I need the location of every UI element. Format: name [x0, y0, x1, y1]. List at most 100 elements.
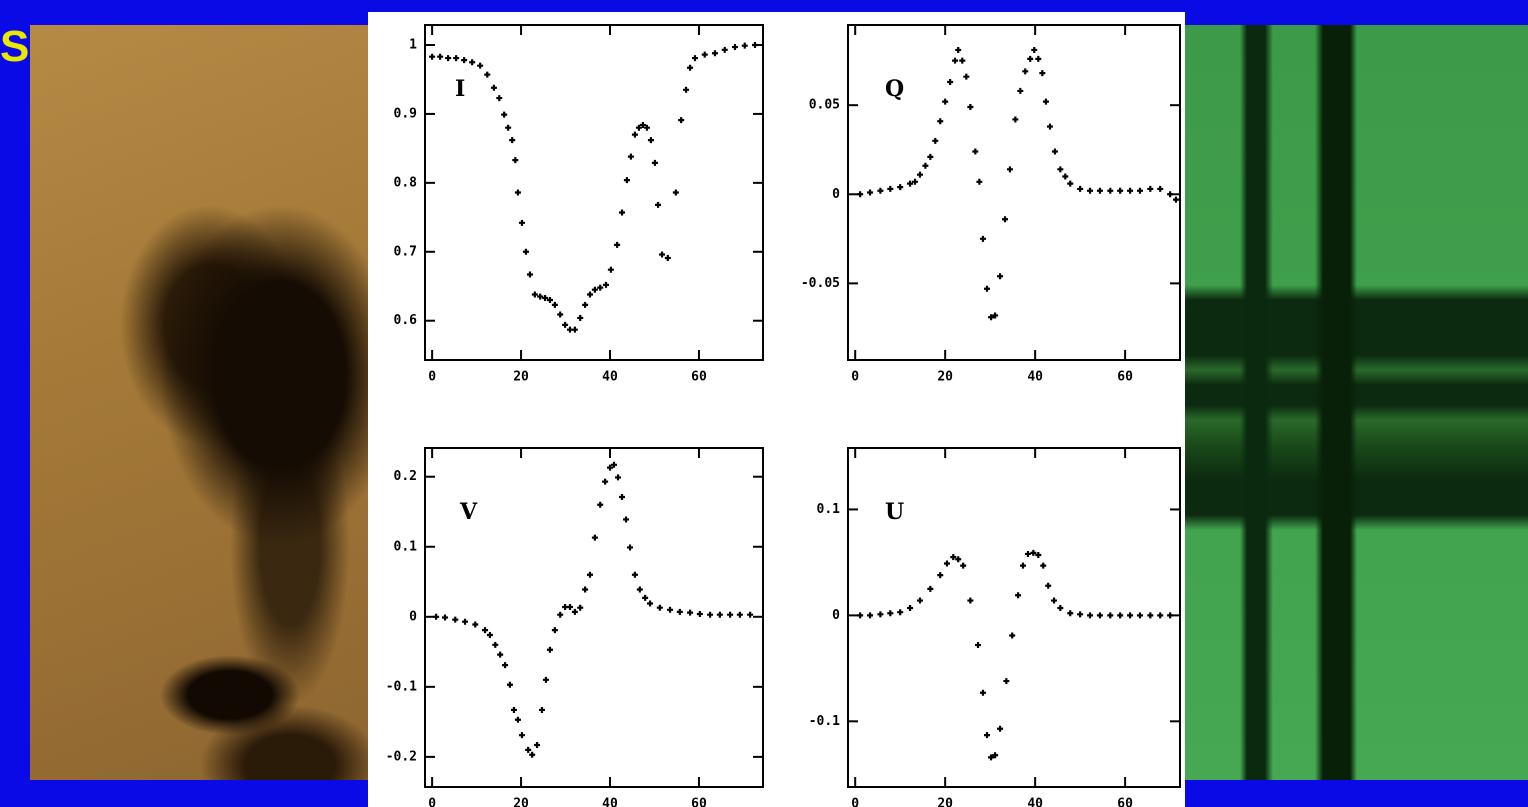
data-point	[1057, 166, 1064, 173]
data-point	[509, 137, 516, 144]
y-tick-label: 0.2	[394, 469, 417, 484]
x-tick-label: 40	[1027, 797, 1043, 807]
data-point	[857, 612, 864, 619]
data-point	[497, 651, 504, 658]
data-point	[659, 251, 666, 258]
data-point	[1003, 678, 1010, 685]
data-point	[751, 41, 758, 48]
data-point	[1017, 87, 1024, 94]
data-point	[664, 254, 671, 261]
data-point	[683, 86, 690, 93]
spectrum-image	[1185, 25, 1528, 780]
y-tick-label: -0.2	[386, 749, 417, 764]
data-point	[1107, 187, 1114, 194]
data-point	[546, 646, 553, 653]
sunspot-image	[30, 25, 370, 780]
data-point	[897, 184, 904, 191]
data-point	[496, 95, 503, 102]
data-point	[522, 248, 529, 255]
data-point	[1035, 55, 1042, 62]
data-point	[877, 611, 884, 618]
data-point	[623, 516, 630, 523]
data-point	[502, 662, 509, 669]
y-tick-label: -0.05	[801, 276, 840, 291]
data-point	[433, 613, 440, 620]
data-point	[518, 219, 525, 226]
data-point	[963, 73, 970, 80]
data-point	[557, 311, 564, 318]
data-point	[1167, 612, 1174, 619]
data-point	[1067, 610, 1074, 617]
data-point	[937, 118, 944, 125]
data-point	[1002, 216, 1008, 223]
data-point	[462, 618, 469, 625]
data-point	[984, 285, 991, 292]
data-point	[676, 608, 683, 615]
data-point	[1157, 185, 1164, 192]
data-point	[1087, 612, 1094, 619]
data-point	[582, 301, 589, 308]
data-point	[655, 201, 662, 208]
data-point	[627, 153, 634, 160]
data-point	[716, 611, 723, 618]
y-tick-label: 1	[409, 37, 417, 52]
data-point	[1035, 551, 1042, 558]
x-tick-label: 0	[851, 797, 859, 807]
data-point	[952, 57, 959, 64]
data-point	[960, 562, 967, 569]
data-point	[647, 600, 654, 607]
data-point	[542, 676, 549, 683]
data-point	[922, 162, 929, 169]
data-point	[711, 50, 718, 57]
data-point	[577, 604, 584, 611]
data-point	[992, 312, 999, 319]
data-point	[531, 291, 538, 298]
data-point	[967, 597, 974, 604]
data-point	[651, 159, 658, 166]
data-point	[477, 62, 484, 69]
data-point	[907, 180, 914, 187]
data-point	[1024, 550, 1031, 557]
data-point	[562, 321, 569, 328]
data-point	[932, 137, 939, 144]
x-tick-label: 60	[1117, 370, 1133, 385]
x-tick-label: 20	[513, 370, 529, 385]
data-point	[959, 57, 966, 64]
data-point	[1040, 562, 1047, 569]
data-point	[1117, 187, 1124, 194]
data-point	[1117, 612, 1124, 619]
data-point	[678, 117, 685, 124]
data-point	[731, 44, 738, 51]
title-fragment: S	[0, 22, 30, 71]
data-point	[912, 178, 919, 185]
data-point	[611, 461, 618, 468]
data-point	[591, 286, 598, 293]
data-point	[1077, 185, 1084, 192]
data-point	[534, 741, 541, 748]
data-point	[1051, 148, 1058, 155]
data-point	[482, 627, 489, 634]
data-point	[1167, 191, 1174, 198]
y-tick-label: 0.6	[394, 313, 418, 328]
data-point	[656, 604, 663, 611]
data-point	[453, 55, 460, 62]
data-point	[943, 560, 950, 567]
data-point	[1096, 187, 1103, 194]
data-point	[916, 597, 923, 604]
data-point	[747, 611, 754, 618]
x-tick-label: 60	[691, 797, 707, 807]
data-point	[867, 189, 874, 196]
data-point	[1015, 592, 1022, 599]
data-point	[1157, 612, 1164, 619]
data-point	[615, 474, 622, 481]
x-tick-label: 20	[937, 797, 953, 807]
data-point	[619, 209, 626, 216]
data-point	[1045, 582, 1052, 589]
data-point	[636, 586, 643, 593]
data-point	[635, 124, 642, 131]
data-point	[551, 627, 558, 634]
y-tick-label: 0	[832, 187, 840, 202]
data-point	[452, 616, 459, 623]
data-point	[1087, 187, 1094, 194]
data-point	[942, 98, 949, 105]
